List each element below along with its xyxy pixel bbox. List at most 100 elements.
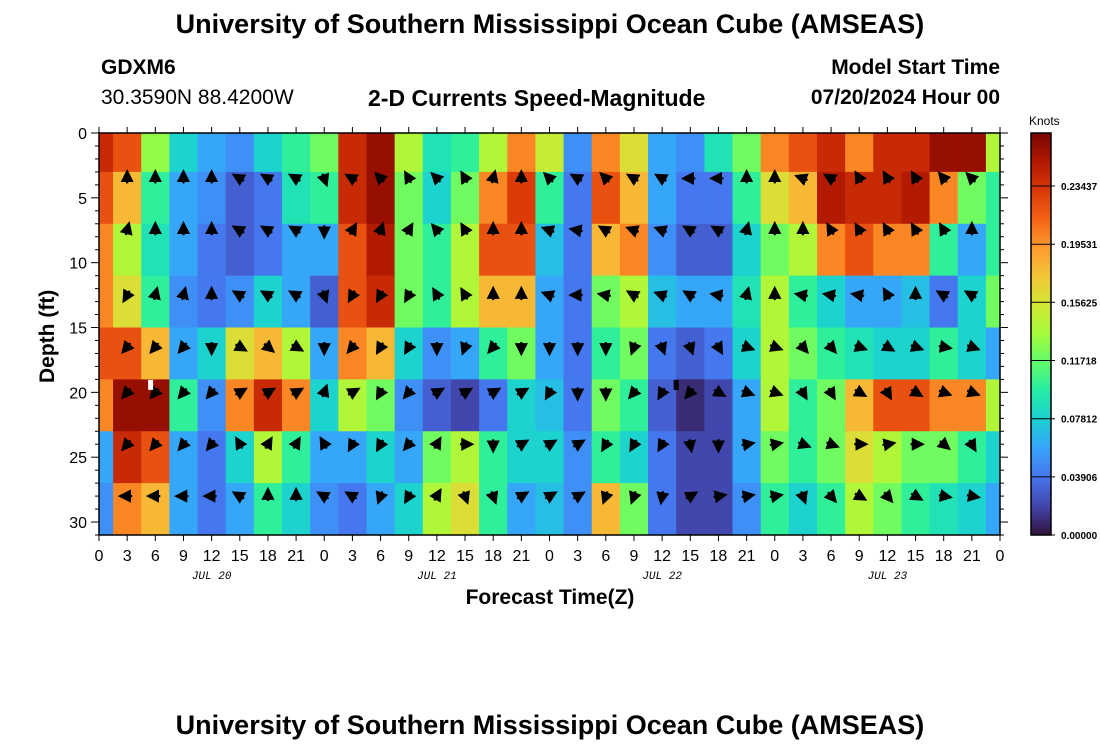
current-arrow xyxy=(768,384,784,398)
current-arrow xyxy=(823,385,836,401)
heat-cell xyxy=(99,171,114,225)
current-arrow xyxy=(347,437,361,453)
x-tick-label: 15 xyxy=(907,548,925,565)
model-start-label: Model Start Time xyxy=(831,56,1000,79)
heat-cell xyxy=(338,379,368,432)
heat-cell xyxy=(985,431,1000,484)
current-arrow xyxy=(514,387,530,400)
current-arrow xyxy=(683,491,699,504)
x-tick-label: 3 xyxy=(348,548,357,565)
x-tick-label: 18 xyxy=(259,548,277,565)
x-tick-label: 0 xyxy=(996,548,1005,565)
current-arrow xyxy=(287,173,303,187)
heat-cell xyxy=(929,431,959,484)
current-arrow xyxy=(965,171,980,186)
heat-cell xyxy=(619,379,649,432)
heat-cell xyxy=(113,327,142,380)
colorbar-tick-label: 0.00000 xyxy=(1061,531,1098,542)
heat-cell xyxy=(99,431,114,484)
heat-cell xyxy=(816,275,846,329)
current-arrow xyxy=(656,490,670,506)
heat-cell xyxy=(985,379,1000,432)
heat-cell xyxy=(591,133,621,173)
current-arrow xyxy=(629,437,642,453)
heat-cell xyxy=(338,275,368,329)
heat-cell xyxy=(394,431,424,484)
heat-cell xyxy=(366,379,396,432)
current-arrow xyxy=(653,173,669,187)
heat-cell xyxy=(422,379,452,432)
heat-cell xyxy=(901,133,931,173)
current-arrow xyxy=(375,288,389,304)
heat-cell xyxy=(479,483,508,535)
current-arrow xyxy=(346,339,360,355)
model-start-value: 07/20/2024 Hour 00 xyxy=(810,86,1000,109)
y-tick-label: 15 xyxy=(69,321,87,338)
heat-cell xyxy=(535,431,565,484)
heat-cell xyxy=(507,133,537,173)
heat-cell xyxy=(450,327,480,380)
heat-cell xyxy=(816,379,846,432)
heat-cell xyxy=(901,275,931,329)
heat-cell xyxy=(507,275,537,329)
current-arrow xyxy=(569,173,585,187)
colorbar-tick-label: 0.15625 xyxy=(1061,298,1098,309)
heat-cell xyxy=(479,431,508,484)
heat-cell xyxy=(99,223,114,277)
heat-cell xyxy=(450,275,480,329)
heat-cell xyxy=(732,133,762,173)
heat-cell xyxy=(873,327,903,380)
heat-cell xyxy=(957,133,987,173)
heat-cell xyxy=(563,483,593,535)
current-arrow xyxy=(149,339,163,355)
heat-cell xyxy=(366,483,396,535)
heat-cell xyxy=(845,327,874,380)
heat-cell xyxy=(338,431,368,484)
current-arrow xyxy=(231,290,247,303)
heat-cell xyxy=(535,327,565,380)
heat-cell xyxy=(676,431,705,484)
current-arrow xyxy=(404,288,417,304)
current-arrow xyxy=(344,173,359,187)
current-arrow xyxy=(852,384,868,398)
current-arrow xyxy=(486,387,502,400)
x-tick-label: 15 xyxy=(456,548,474,565)
heat-cell xyxy=(197,133,227,173)
heat-cell xyxy=(113,379,142,432)
heat-cell xyxy=(788,171,818,225)
colorbar-tick-label: 0.03906 xyxy=(1061,473,1098,484)
axes: 0 3 6 9 12 15 18 21 0 3 6 9 12 15 18 21 0 3 6 9 12 15 18 21 0 3 6 9… xyxy=(69,126,1008,583)
heat-cell xyxy=(310,431,339,484)
current-arrow xyxy=(544,385,558,401)
current-arrow xyxy=(821,289,837,303)
current-arrow xyxy=(259,173,275,187)
current-arrow xyxy=(711,384,727,398)
heat-cell xyxy=(310,379,339,432)
heat-cell xyxy=(788,431,818,484)
heat-cell xyxy=(732,275,762,329)
x-tick-label: 6 xyxy=(827,548,836,565)
current-arrow xyxy=(231,491,247,504)
heat-cell xyxy=(704,275,734,329)
current-arrow xyxy=(375,490,389,505)
heat-cell xyxy=(873,133,903,173)
current-arrow xyxy=(287,225,303,238)
x-tick-label: 9 xyxy=(855,548,864,565)
x-tick-label: 12 xyxy=(428,548,446,565)
current-arrow xyxy=(259,225,275,238)
heat-cell xyxy=(985,171,1000,225)
x-tick-label: 3 xyxy=(123,548,132,565)
heat-cell xyxy=(338,483,368,535)
heat-cell xyxy=(479,327,508,380)
current-arrow xyxy=(235,436,248,451)
current-arrow xyxy=(797,436,812,450)
current-arrow xyxy=(375,437,389,453)
heat-cell xyxy=(732,327,762,380)
heat-cell xyxy=(929,133,959,173)
x-tick-label: 0 xyxy=(770,548,779,565)
heat-cell xyxy=(282,379,311,432)
current-arrow xyxy=(795,339,809,355)
heat-cell xyxy=(873,275,903,329)
heat-cell xyxy=(704,483,734,535)
